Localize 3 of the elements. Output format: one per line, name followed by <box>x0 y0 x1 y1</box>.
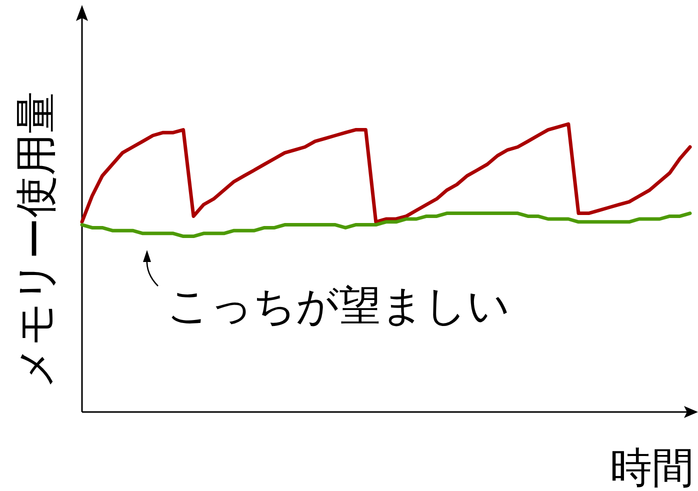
annotation: こっちが望ましい <box>167 281 510 330</box>
y-axis-title: メモリー使用量 <box>11 92 60 388</box>
x-axis-title: 時間 <box>610 443 694 491</box>
